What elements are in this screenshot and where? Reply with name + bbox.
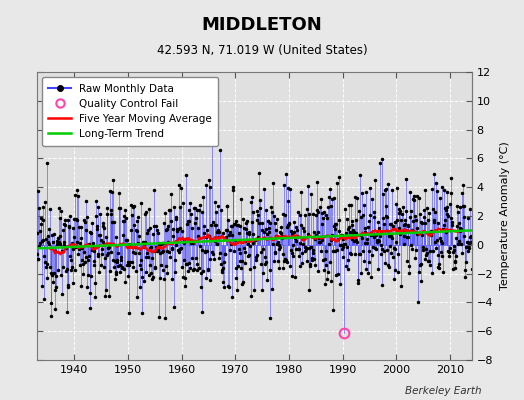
Legend: Raw Monthly Data, Quality Control Fail, Five Year Moving Average, Long-Term Tren: Raw Monthly Data, Quality Control Fail, … xyxy=(42,77,219,146)
Text: MIDDLETON: MIDDLETON xyxy=(202,16,322,34)
Y-axis label: Temperature Anomaly (°C): Temperature Anomaly (°C) xyxy=(500,142,510,290)
Text: 42.593 N, 71.019 W (United States): 42.593 N, 71.019 W (United States) xyxy=(157,44,367,57)
Text: Berkeley Earth: Berkeley Earth xyxy=(406,386,482,396)
